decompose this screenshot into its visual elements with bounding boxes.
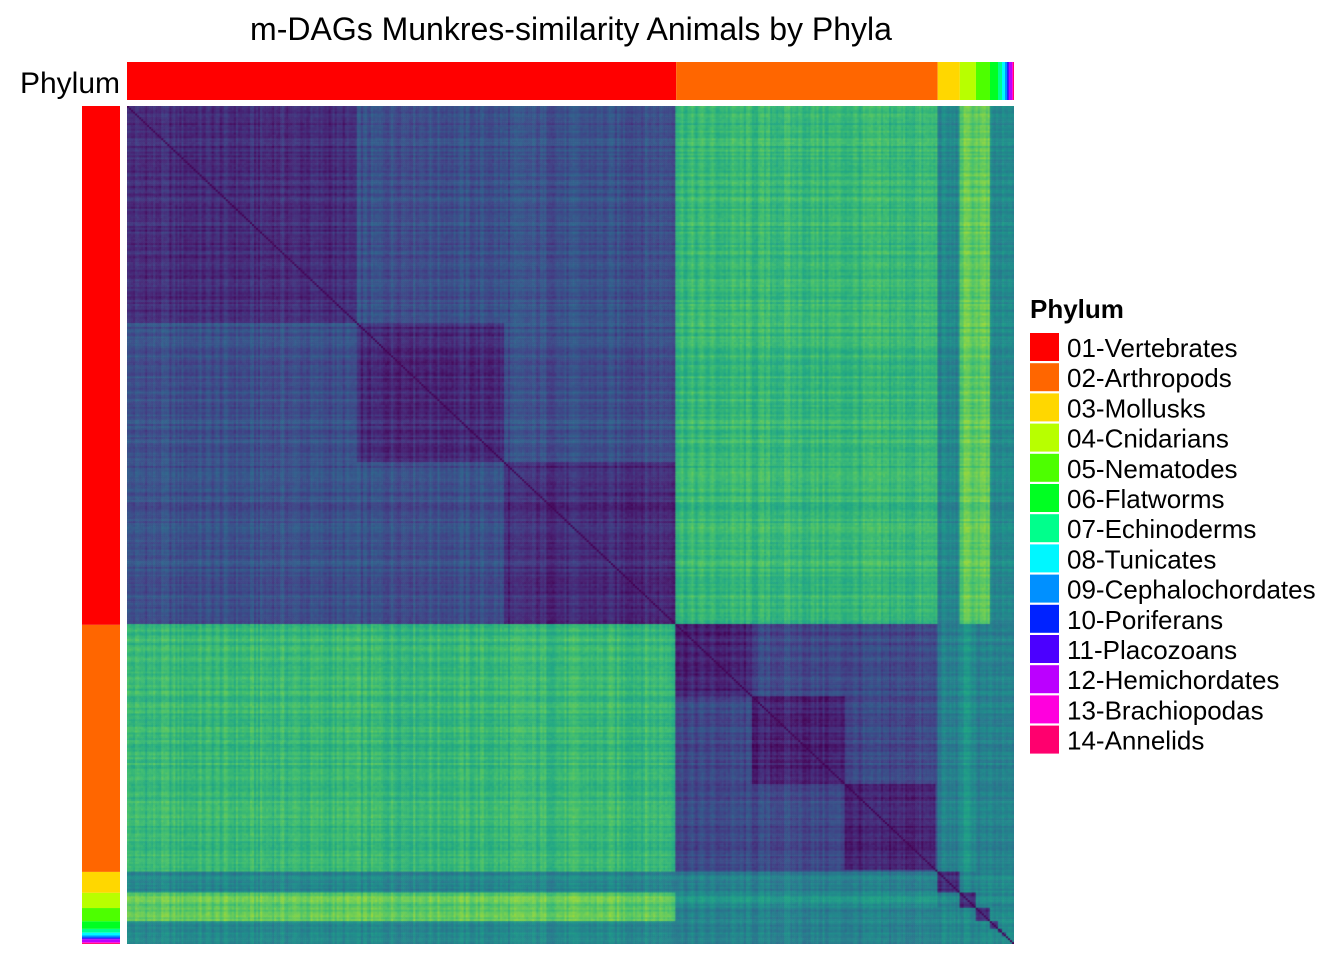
- legend-swatch-arthropods: [1030, 363, 1059, 392]
- top-annotation-flatworms: [989, 62, 998, 100]
- left-annotation-placozoans: [82, 938, 120, 940]
- legend-label-brachiopodas: 13-Brachiopodas: [1067, 695, 1264, 725]
- left-annotation-nematodes: [82, 908, 120, 922]
- legend-title: Phylum: [1030, 294, 1124, 324]
- legend-label-placozoans: 11-Placozoans: [1067, 635, 1237, 665]
- legend-label-arthropods: 02-Arthropods: [1067, 363, 1232, 393]
- legend-swatch-flatworms: [1030, 484, 1059, 512]
- top-annotation-annelids: [1013, 62, 1014, 100]
- top-annotation-cnidarians: [959, 62, 976, 100]
- top-annotation-nematodes: [975, 62, 990, 100]
- top-annotation-echinoderms: [997, 62, 1002, 100]
- legend-swatch-placozoans: [1030, 635, 1059, 663]
- top-annotation-cephalochordates: [1005, 62, 1008, 100]
- legend-label-cnidarians: 04-Cnidarians: [1067, 424, 1229, 454]
- chart-title: m-DAGs Munkres-similarity Animals by Phy…: [250, 11, 892, 47]
- legend-label-nematodes: 05-Nematodes: [1067, 454, 1238, 484]
- left-annotation-vertebrates: [82, 106, 120, 625]
- heatmap-body: [127, 106, 1014, 944]
- legend-swatch-poriferans: [1030, 604, 1059, 633]
- top-annotation-tunicates: [1001, 62, 1006, 100]
- legend-label-mollusks: 03-Mollusks: [1067, 393, 1206, 423]
- top-annotation-bar: [127, 62, 1014, 100]
- legend-swatch-cnidarians: [1030, 423, 1059, 452]
- left-annotation-arthropods: [82, 624, 120, 872]
- top-annotation-placozoans: [1008, 62, 1010, 100]
- left-annotation-annelids: [82, 943, 120, 944]
- annotation-label: Phylum: [20, 67, 120, 100]
- top-annotation-hemichordates: [1009, 62, 1013, 100]
- top-annotation-poriferans: [1007, 62, 1009, 100]
- left-annotation-tunicates: [82, 932, 120, 936]
- legend-swatch-cephalochordates: [1030, 574, 1059, 603]
- left-annotation-cnidarians: [82, 892, 120, 909]
- legend-swatch-vertebrates: [1030, 333, 1059, 361]
- left-annotation-bar: [82, 106, 120, 944]
- left-annotation-hemichordates: [82, 939, 120, 943]
- legend-swatch-annelids: [1030, 725, 1059, 754]
- legend-swatch-tunicates: [1030, 544, 1059, 573]
- left-annotation-mollusks: [82, 871, 120, 893]
- legend-label-annelids: 14-Annelids: [1067, 726, 1204, 756]
- left-annotation-brachiopodas: [82, 942, 120, 944]
- legend-label-hemichordates: 12-Hemichordates: [1067, 665, 1279, 695]
- left-annotation-flatworms: [82, 921, 120, 929]
- legend-swatch-nematodes: [1030, 453, 1059, 482]
- legend-swatch-brachiopodas: [1030, 695, 1059, 724]
- legend-swatch-mollusks: [1030, 393, 1059, 422]
- heatmap-cells: [127, 106, 1014, 944]
- legend: Phylum 01-Vertebrates02-Arthropods03-Mol…: [1030, 294, 1316, 756]
- legend-label-poriferans: 10-Poriferans: [1067, 605, 1223, 635]
- top-annotation-arthropods: [676, 62, 938, 100]
- legend-swatch-hemichordates: [1030, 665, 1059, 694]
- legend-label-tunicates: 08-Tunicates: [1067, 544, 1216, 574]
- left-annotation-echinoderms: [82, 928, 120, 933]
- legend-swatch-echinoderms: [1030, 514, 1059, 543]
- top-annotation-brachiopodas: [1012, 62, 1014, 100]
- left-annotation-poriferans: [82, 937, 120, 939]
- legend-label-echinoderms: 07-Echinoderms: [1067, 514, 1256, 544]
- legend-label-vertebrates: 01-Vertebrates: [1067, 333, 1238, 363]
- left-annotation-cephalochordates: [82, 935, 120, 938]
- top-annotation-vertebrates: [127, 62, 677, 100]
- top-annotation-mollusks: [937, 62, 960, 100]
- legend-label-cephalochordates: 09-Cephalochordates: [1067, 575, 1316, 605]
- legend-label-flatworms: 06-Flatworms: [1067, 484, 1224, 514]
